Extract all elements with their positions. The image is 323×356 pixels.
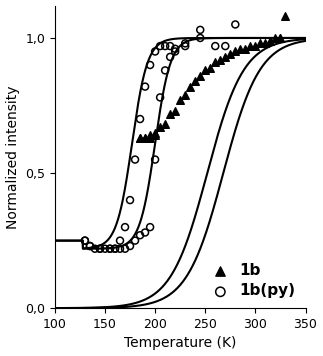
1b(py) <box>162 43 168 49</box>
Point <box>152 132 158 138</box>
Point <box>213 59 218 65</box>
Point <box>168 54 173 60</box>
1b <box>142 135 148 141</box>
1b <box>158 124 163 130</box>
Y-axis label: Normalized intensity: Normalized intensity <box>5 85 20 229</box>
1b <box>152 130 158 135</box>
Legend: 1b, 1b(py): 1b, 1b(py) <box>204 260 298 301</box>
1b <box>168 111 173 116</box>
Point <box>138 135 143 141</box>
1b <box>188 84 193 89</box>
Point <box>87 243 92 249</box>
Point <box>278 35 283 41</box>
1b <box>218 57 223 62</box>
1b(py) <box>122 224 128 230</box>
Point <box>162 68 168 73</box>
1b(py) <box>118 238 123 244</box>
Point <box>82 238 88 244</box>
Point <box>273 35 278 41</box>
Point <box>102 246 108 252</box>
Point <box>198 35 203 41</box>
1b <box>138 135 143 141</box>
1b <box>238 46 243 52</box>
Point <box>263 41 268 46</box>
1b <box>248 43 253 49</box>
1b(py) <box>182 43 188 49</box>
Point <box>128 243 133 249</box>
Point <box>148 224 153 230</box>
Point <box>172 108 178 114</box>
1b(py) <box>138 116 143 122</box>
Point <box>223 54 228 60</box>
Point <box>148 135 153 141</box>
Point <box>193 78 198 84</box>
Point <box>182 92 188 98</box>
1b(py) <box>158 43 163 49</box>
Point <box>152 157 158 162</box>
1b(py) <box>112 246 118 252</box>
Point <box>112 246 118 252</box>
Point <box>142 230 148 235</box>
1b(py) <box>87 243 92 249</box>
Point <box>92 246 98 252</box>
1b(py) <box>148 62 153 68</box>
1b(py) <box>168 43 173 49</box>
Point <box>203 68 208 73</box>
1b(py) <box>198 27 203 33</box>
1b(py) <box>97 246 102 252</box>
Point <box>158 95 163 100</box>
1b <box>228 51 233 57</box>
Point <box>233 49 238 54</box>
1b(py) <box>152 49 158 54</box>
Point <box>122 246 128 252</box>
1b(py) <box>128 197 133 203</box>
1b(py) <box>233 22 238 27</box>
Point <box>97 246 102 252</box>
1b(py) <box>142 84 148 89</box>
Point <box>182 41 188 46</box>
1b <box>198 73 203 79</box>
1b <box>268 38 273 43</box>
1b(py) <box>132 157 138 162</box>
1b <box>258 41 263 46</box>
1b(py) <box>213 43 218 49</box>
Point <box>108 246 113 252</box>
1b(py) <box>108 246 113 252</box>
Point <box>132 238 138 244</box>
Point <box>142 135 148 141</box>
Point <box>162 122 168 127</box>
1b <box>208 65 213 70</box>
1b <box>178 97 183 103</box>
Point <box>118 246 123 252</box>
Point <box>138 232 143 238</box>
1b <box>278 35 283 41</box>
1b <box>148 132 153 138</box>
Point <box>243 46 248 52</box>
Point <box>253 43 258 49</box>
1b <box>283 14 288 19</box>
X-axis label: Temperature (K): Temperature (K) <box>124 336 236 350</box>
Point <box>172 46 178 52</box>
1b(py) <box>223 43 228 49</box>
1b(py) <box>82 238 88 244</box>
1b(py) <box>172 49 178 54</box>
